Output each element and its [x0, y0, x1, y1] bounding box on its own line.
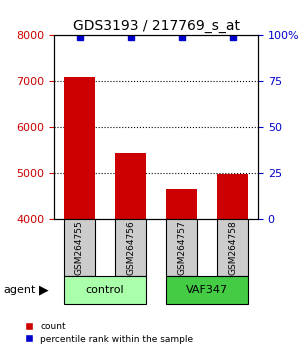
Legend: count, percentile rank within the sample: count, percentile rank within the sample	[20, 322, 194, 344]
Text: GSM264756: GSM264756	[126, 221, 135, 275]
Text: GSM264758: GSM264758	[228, 221, 237, 275]
Text: control: control	[86, 285, 124, 295]
Text: GSM264757: GSM264757	[177, 221, 186, 275]
FancyBboxPatch shape	[115, 219, 146, 276]
Bar	[115, 153, 146, 219]
Bar	[166, 189, 197, 219]
FancyBboxPatch shape	[217, 219, 248, 276]
Title: GDS3193 / 217769_s_at: GDS3193 / 217769_s_at	[73, 19, 239, 33]
FancyBboxPatch shape	[166, 276, 248, 304]
Text: VAF347: VAF347	[186, 285, 228, 295]
Text: ▶: ▶	[39, 284, 49, 297]
FancyBboxPatch shape	[166, 219, 197, 276]
Text: GSM264755: GSM264755	[75, 221, 84, 275]
Text: agent: agent	[3, 285, 35, 295]
FancyBboxPatch shape	[64, 219, 95, 276]
FancyBboxPatch shape	[64, 276, 146, 304]
Bar	[217, 175, 248, 219]
Bar	[64, 77, 95, 219]
